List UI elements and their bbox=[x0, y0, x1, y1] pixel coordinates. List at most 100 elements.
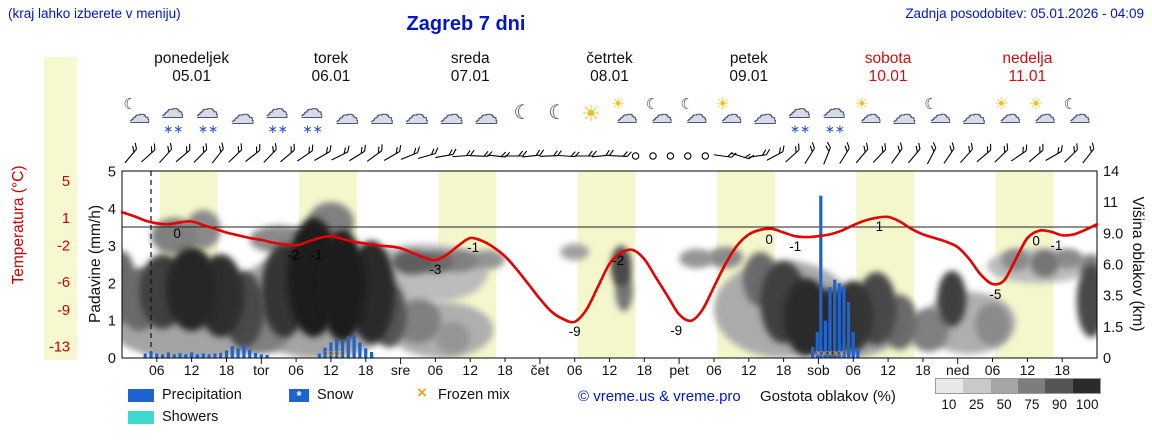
svg-text:12: 12 bbox=[880, 362, 896, 378]
density-segment bbox=[990, 379, 1018, 393]
svg-text:-2: -2 bbox=[612, 253, 624, 268]
svg-text:12: 12 bbox=[184, 362, 200, 378]
last-updated: Zadnja posodobitev: 05.01.2026 - 04:09 bbox=[905, 6, 1144, 21]
density-tick-label: 10 bbox=[941, 397, 957, 412]
svg-text:1: 1 bbox=[876, 219, 884, 234]
cloud-density-ticks: 10 25 50 75 90 100 bbox=[935, 397, 1101, 412]
svg-text:×: × bbox=[336, 348, 342, 360]
cloud-density-label: Gostota oblakov (%) bbox=[760, 388, 896, 405]
svg-text:11: 11 bbox=[1103, 195, 1118, 211]
svg-text:12: 12 bbox=[462, 362, 478, 378]
svg-text:12: 12 bbox=[323, 362, 339, 378]
svg-text:-9: -9 bbox=[670, 323, 682, 338]
density-segment bbox=[1017, 379, 1046, 393]
svg-text:18: 18 bbox=[1054, 362, 1070, 378]
svg-text:18: 18 bbox=[776, 362, 792, 378]
svg-text:2: 2 bbox=[108, 276, 116, 292]
page-title: Zagreb 7 dni bbox=[406, 13, 526, 35]
svg-text:×: × bbox=[325, 348, 331, 360]
density-tick-label: 75 bbox=[1024, 397, 1040, 412]
precip-axis-title: Padavine (mm/h) bbox=[87, 205, 104, 324]
snow-label: Snow bbox=[317, 387, 354, 403]
svg-text:pet: pet bbox=[669, 362, 689, 378]
density-tick-label: 90 bbox=[1052, 397, 1068, 412]
svg-text:14: 14 bbox=[1103, 164, 1119, 180]
svg-text:-1: -1 bbox=[789, 239, 801, 254]
density-segment bbox=[1072, 379, 1100, 393]
svg-text:-5: -5 bbox=[989, 287, 1001, 302]
svg-text:-13: -13 bbox=[49, 340, 70, 356]
svg-text:0: 0 bbox=[173, 226, 181, 241]
svg-text:×: × bbox=[815, 348, 821, 360]
svg-text:×: × bbox=[833, 348, 839, 360]
svg-text:tor: tor bbox=[253, 362, 270, 378]
svg-text:06: 06 bbox=[706, 362, 722, 378]
density-tick-label: 25 bbox=[968, 397, 985, 412]
temperature-axis-title: Temperatura (°C) bbox=[10, 165, 27, 285]
svg-text:-1: -1 bbox=[1050, 238, 1062, 253]
copyright-link[interactable]: © vreme.us & vreme.pro bbox=[578, 388, 741, 405]
location-hint: (kraj lahko izberete v meniju) bbox=[8, 6, 181, 21]
svg-text:-1: -1 bbox=[310, 247, 322, 262]
svg-text:-9: -9 bbox=[569, 324, 581, 339]
density-tick-label: 100 bbox=[1075, 397, 1099, 412]
svg-text:-3: -3 bbox=[429, 262, 441, 277]
snow-swatch-star-icon: * bbox=[289, 389, 309, 403]
svg-text:18: 18 bbox=[358, 362, 374, 378]
frozen-mix-x-icon: × bbox=[417, 383, 427, 402]
svg-text:sob: sob bbox=[807, 362, 830, 378]
svg-text:×: × bbox=[838, 348, 844, 360]
svg-text:6.0: 6.0 bbox=[1103, 258, 1123, 274]
svg-text:06: 06 bbox=[567, 362, 583, 378]
svg-text:4: 4 bbox=[108, 202, 116, 218]
svg-text:06: 06 bbox=[288, 362, 304, 378]
density-segment bbox=[963, 379, 991, 393]
svg-text:-2: -2 bbox=[287, 247, 299, 262]
svg-text:1: 1 bbox=[62, 211, 70, 227]
cloudheight-axis-title: Višina oblakov (km) bbox=[1129, 196, 1146, 332]
svg-text:18: 18 bbox=[637, 362, 653, 378]
precipitation-swatch bbox=[128, 389, 154, 402]
cloud-density-scale bbox=[935, 378, 1101, 394]
svg-text:×: × bbox=[821, 348, 827, 360]
svg-text:-9: -9 bbox=[57, 303, 70, 319]
svg-text:5: 5 bbox=[108, 165, 116, 181]
svg-text:3: 3 bbox=[108, 239, 116, 255]
svg-text:1: 1 bbox=[108, 314, 116, 330]
svg-text:12: 12 bbox=[741, 362, 757, 378]
precipitation-label: Precipitation bbox=[162, 387, 242, 403]
svg-text:0: 0 bbox=[765, 232, 773, 247]
svg-text:0: 0 bbox=[1103, 351, 1111, 367]
svg-text:18: 18 bbox=[219, 362, 235, 378]
density-tick-label: 50 bbox=[996, 397, 1012, 412]
svg-text:06: 06 bbox=[846, 362, 862, 378]
svg-text:06: 06 bbox=[149, 362, 165, 378]
svg-text:5: 5 bbox=[62, 174, 70, 190]
svg-text:-1: -1 bbox=[467, 240, 479, 255]
svg-text:ned: ned bbox=[946, 362, 969, 378]
showers-swatch bbox=[128, 411, 154, 424]
svg-text:12: 12 bbox=[1020, 362, 1036, 378]
svg-text:06: 06 bbox=[428, 362, 444, 378]
svg-text:1.5: 1.5 bbox=[1103, 320, 1123, 336]
svg-text:12: 12 bbox=[602, 362, 618, 378]
svg-text:sre: sre bbox=[391, 362, 411, 378]
svg-text:-6: -6 bbox=[57, 275, 70, 291]
svg-text:-2: -2 bbox=[57, 238, 70, 254]
showers-label: Showers bbox=[162, 409, 219, 425]
density-segment bbox=[936, 379, 964, 393]
svg-text:06: 06 bbox=[985, 362, 1001, 378]
svg-text:čet: čet bbox=[531, 362, 550, 378]
svg-text:18: 18 bbox=[915, 362, 931, 378]
svg-text:9.0: 9.0 bbox=[1103, 226, 1123, 242]
svg-text:0: 0 bbox=[1032, 234, 1040, 249]
svg-text:×: × bbox=[331, 348, 337, 360]
frozen-mix-label: Frozen mix bbox=[438, 387, 510, 403]
svg-text:3.5: 3.5 bbox=[1103, 289, 1123, 305]
svg-text:0: 0 bbox=[108, 351, 116, 367]
svg-text:×: × bbox=[827, 348, 833, 360]
density-segment bbox=[1045, 379, 1073, 393]
temperature-axis-strip bbox=[44, 57, 77, 360]
